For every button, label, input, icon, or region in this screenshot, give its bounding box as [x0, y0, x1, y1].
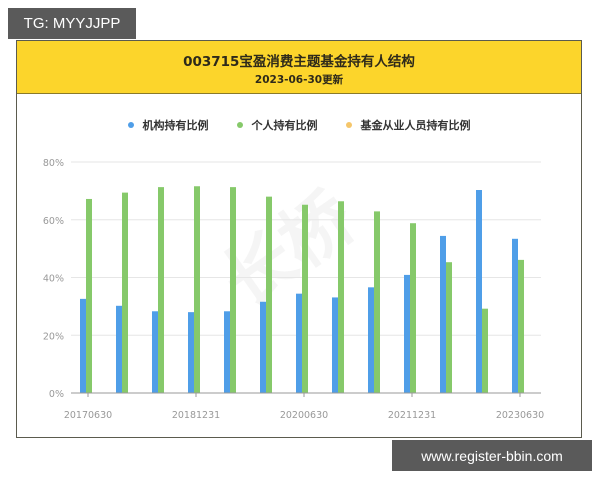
bar-institution [188, 312, 194, 393]
legend-dot-icon [345, 122, 352, 128]
legend-label: 个人持有比例 [251, 119, 318, 132]
bar-individual [518, 259, 524, 393]
bar-institution [152, 311, 158, 393]
y-tick-label: 0% [49, 389, 64, 400]
legend-item[interactable]: 基金从业人员持有比例 [345, 117, 471, 133]
x-tick-label: 20211231 [388, 410, 436, 421]
bar-individual [86, 198, 92, 393]
chart-header: 003715宝盈消费主题基金持有人结构 2023-06-30更新 [17, 41, 581, 94]
bar-individual [194, 186, 200, 393]
y-tick-label: 60% [43, 216, 64, 227]
y-tick-label: 20% [43, 331, 64, 342]
bar-institution [260, 301, 266, 393]
chart-legend: 机构持有比例 个人持有比例 基金从业人员持有比例 [17, 117, 581, 133]
bar-individual [230, 187, 236, 393]
tg-badge: TG: MYYJJPP [8, 8, 136, 39]
bar-individual [338, 201, 344, 393]
legend-dot-icon [127, 122, 134, 128]
legend-item[interactable]: 个人持有比例 [236, 117, 318, 133]
bar-institution [512, 238, 518, 393]
bar-individual [446, 262, 452, 393]
bar-individual [122, 192, 128, 393]
url-badge: www.register-bbin.com [392, 440, 592, 471]
legend-label: 机构持有比例 [142, 119, 209, 132]
y-tick-label: 80% [43, 158, 64, 169]
bar-institution [224, 311, 230, 393]
bar-institution [296, 293, 302, 393]
x-tick-label: 20170630 [64, 410, 112, 421]
bar-institution [440, 235, 446, 393]
bar-institution [368, 287, 374, 393]
x-tick-label: 20230630 [496, 410, 544, 421]
bar-institution [476, 190, 482, 393]
bar-individual [302, 204, 308, 393]
bar-institution [332, 297, 338, 393]
bar-institution [80, 298, 86, 393]
bar-individual [374, 211, 380, 393]
bar-individual [158, 187, 164, 393]
x-tick-label: 20181231 [172, 410, 220, 421]
bar-institution [116, 305, 122, 393]
bar-individual [482, 308, 488, 393]
legend-label: 基金从业人员持有比例 [360, 119, 471, 132]
chart-subtitle: 2023-06-30更新 [254, 74, 344, 86]
y-tick-label: 40% [43, 274, 64, 285]
legend-dot-icon [236, 122, 243, 128]
bar-institution [404, 274, 410, 393]
x-tick-label: 20200630 [280, 410, 328, 421]
legend-item[interactable]: 机构持有比例 [127, 117, 209, 133]
chart-title: 003715宝盈消费主题基金持有人结构 [183, 54, 415, 70]
bar-individual [410, 223, 416, 393]
bar-individual [266, 196, 272, 393]
